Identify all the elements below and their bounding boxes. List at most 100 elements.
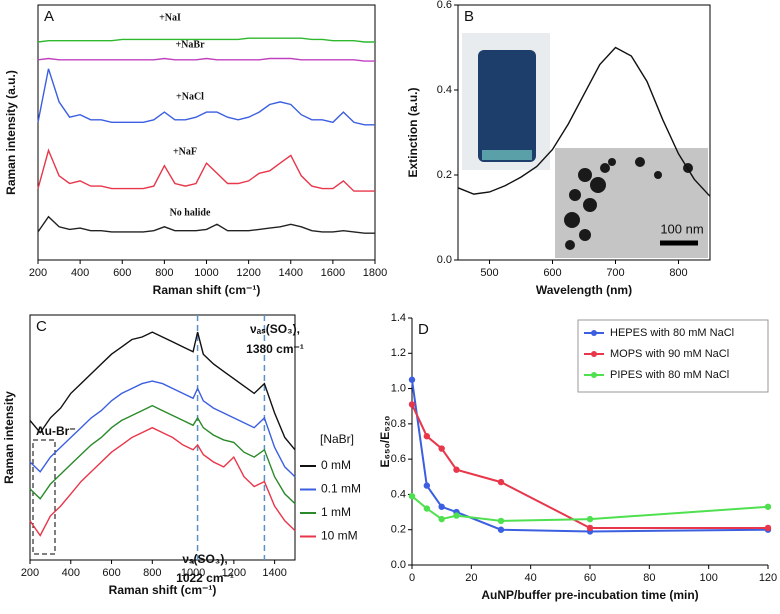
y-axis-label: Raman intensity	[2, 391, 16, 484]
x-axis-label: Wavelength (nm)	[536, 283, 632, 297]
legend-label: 0 mM	[321, 458, 351, 472]
series-line	[457, 46, 711, 197]
x-axis-label: Raman shift (cm⁻¹)	[109, 583, 217, 597]
y-tick-label: 0.2	[391, 524, 406, 536]
panel-label: B	[464, 8, 474, 25]
legend-marker	[591, 351, 597, 357]
series-marker	[408, 401, 416, 408]
legend-title: [NaBr]	[320, 432, 354, 446]
y-tick-label: 0.8	[391, 418, 406, 430]
au-br-box	[32, 439, 56, 555]
y-tick-label: 0.2	[437, 169, 452, 181]
y-tick-label: 0.6	[437, 0, 452, 11]
x-tick-label: 200	[29, 267, 47, 279]
series-line	[37, 57, 375, 62]
x-tick-label: 1400	[279, 267, 303, 279]
inset-vial	[478, 50, 536, 162]
annotation: 1022 cm⁻¹	[176, 571, 234, 585]
y-tick-label: 1.2	[391, 347, 406, 359]
series-label: +NaBr	[175, 39, 205, 50]
x-tick-label: 1600	[321, 267, 345, 279]
legend-label: 1 mM	[321, 505, 351, 519]
y-tick-label: 0.0	[437, 254, 452, 266]
plot-frame	[29, 314, 296, 561]
series-marker	[408, 492, 416, 500]
y-tick-label: 0.4	[437, 84, 452, 96]
series-marker	[423, 505, 431, 512]
series-marker	[438, 515, 445, 523]
annotation: νₛ(SO₃),	[182, 552, 227, 566]
legend-box	[577, 319, 769, 393]
x-tick-label: 1000	[194, 267, 218, 279]
y-tick-label: 1.0	[391, 382, 406, 394]
scale-bar-label: 100 nm	[660, 221, 703, 236]
legend-label: 0.1 mM	[321, 482, 361, 496]
panel-label: A	[44, 8, 54, 25]
series-line	[411, 379, 769, 533]
plot-frame	[37, 4, 376, 261]
y-tick-label: 0.4	[391, 488, 406, 500]
x-tick-label: 400	[71, 267, 89, 279]
x-tick-label: 500	[480, 267, 498, 279]
legend-marker	[591, 372, 597, 378]
inset-vial-base	[482, 150, 532, 160]
series-label: +NaF	[173, 146, 197, 157]
series-label: No halide	[170, 207, 211, 218]
x-tick-label: 1800	[363, 267, 387, 279]
plot-frame	[457, 4, 711, 261]
x-tick-label: 60	[584, 572, 596, 584]
inset-tem	[555, 148, 708, 258]
series-line	[37, 68, 375, 126]
x-tick-label: 200	[21, 567, 39, 579]
series-marker	[453, 466, 460, 473]
x-tick-label: 0	[409, 572, 415, 584]
series-line	[29, 331, 296, 451]
x-tick-label: 40	[525, 572, 537, 584]
series-line	[37, 148, 375, 192]
x-tick-label: 100	[699, 572, 717, 584]
y-tick-label: 0.0	[391, 559, 406, 571]
series-marker	[497, 478, 505, 486]
legend-label: MOPS with 90 mM NaCl	[610, 348, 729, 360]
series-line	[411, 403, 768, 529]
series-label: +NaCl	[176, 91, 204, 102]
series-line	[37, 215, 375, 234]
x-tick-label: 80	[643, 572, 655, 584]
series-marker	[408, 376, 416, 383]
x-tick-label: 600	[543, 267, 561, 279]
y-axis-label: Extinction (a.u.)	[406, 87, 420, 177]
series-line	[29, 380, 296, 478]
series-marker	[764, 524, 772, 532]
legend-marker	[591, 330, 597, 336]
series-marker	[497, 517, 505, 525]
series-marker	[423, 482, 431, 489]
y-tick-label: 0.6	[391, 453, 406, 465]
x-tick-label: 1200	[236, 267, 260, 279]
annotation: Au-Br⁻	[36, 424, 76, 438]
y-axis-label: Raman intensity (a.u.)	[4, 70, 18, 195]
x-tick-label: 700	[606, 267, 624, 279]
x-tick-label: 800	[155, 267, 173, 279]
series-marker	[438, 503, 445, 510]
series-marker	[423, 433, 431, 440]
series-line	[29, 426, 296, 537]
series-line	[37, 37, 375, 43]
x-tick-label: 600	[102, 567, 120, 579]
annotation: 1380 cm⁻¹	[246, 342, 304, 356]
annotation: νₐₛ(SO₃),	[250, 322, 300, 336]
x-tick-label: 1200	[222, 567, 246, 579]
series-marker	[586, 524, 594, 532]
series-marker	[453, 512, 460, 519]
series-marker	[586, 515, 594, 523]
series-label: +NaI	[159, 12, 181, 23]
series-marker	[438, 445, 445, 452]
series-marker	[764, 503, 772, 510]
y-axis-label: E₆₅₀/E₅₂₀	[378, 416, 392, 468]
x-tick-label: 600	[113, 267, 131, 279]
x-axis-label: Raman shift (cm⁻¹)	[153, 283, 261, 297]
y-tick-label: 1.4	[391, 312, 406, 324]
series-marker	[497, 526, 505, 533]
series-line	[29, 404, 296, 505]
legend-label: PIPES with 80 mM NaCl	[610, 369, 729, 381]
